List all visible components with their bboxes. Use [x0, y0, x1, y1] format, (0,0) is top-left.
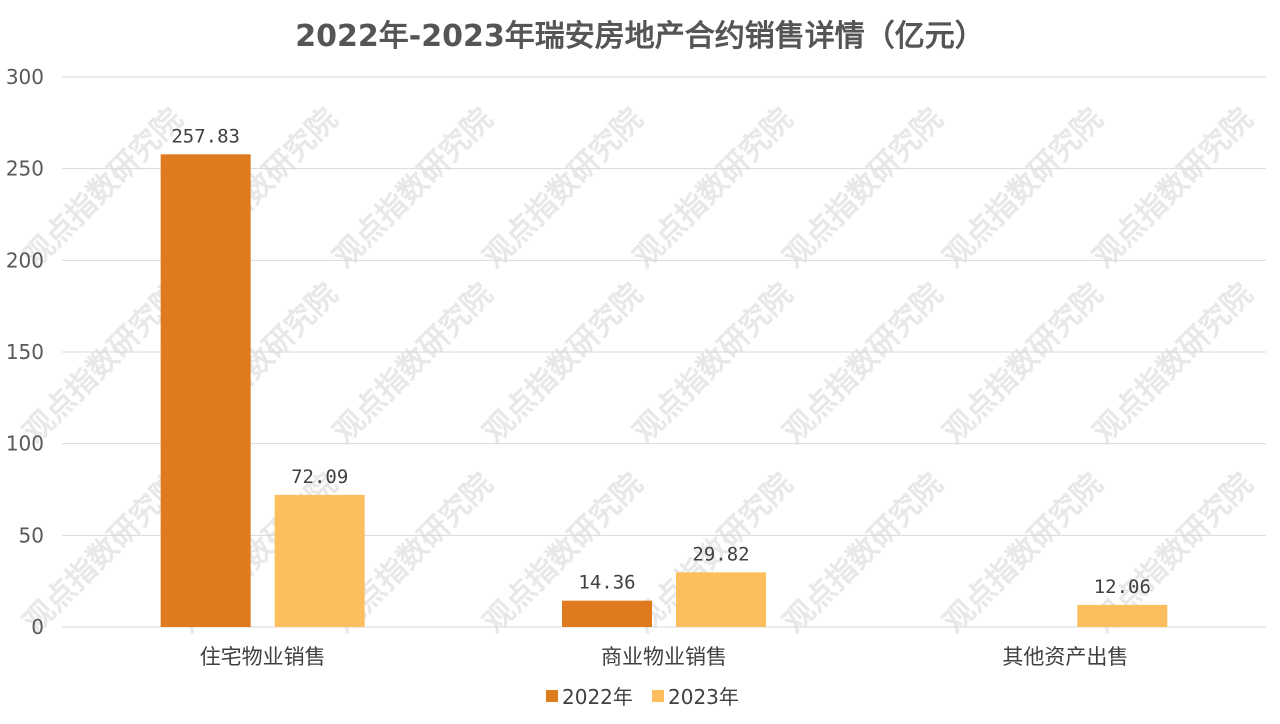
bar-2023 — [274, 494, 365, 627]
legend-swatch — [546, 690, 558, 702]
watermark-text: 观点指数研究院 — [327, 277, 500, 450]
watermark-text: 观点指数研究院 — [937, 277, 1110, 450]
watermark-text: 观点指数研究院 — [627, 277, 800, 450]
bar-2022 — [160, 154, 251, 628]
legend-swatch — [652, 690, 664, 702]
watermark-text: 观点指数研究院 — [937, 102, 1110, 275]
watermark-text: 观点指数研究院 — [1087, 277, 1260, 450]
y-tick-label: 200 — [6, 248, 44, 272]
x-category-label: 商业物业销售 — [601, 645, 727, 669]
watermark-text: 观点指数研究院 — [777, 102, 950, 275]
x-category-label: 住宅物业销售 — [200, 645, 326, 669]
watermark-text: 观点指数研究院 — [777, 467, 950, 640]
y-tick-label: 300 — [6, 65, 44, 89]
x-category-label: 其他资产出售 — [1002, 645, 1128, 669]
y-tick-label: 150 — [6, 340, 44, 364]
watermark-text: 观点指数研究院 — [777, 277, 950, 450]
x-axis-categories: 住宅物业销售 商业物业销售 其他资产出售 — [200, 645, 1129, 669]
watermark-text: 观点指数研究院 — [477, 102, 650, 275]
watermark-text: 观点指数研究院 — [327, 102, 500, 275]
gridlines — [62, 76, 1266, 628]
y-axis-ticks: 0 50 100 150 200 250 300 — [6, 65, 44, 639]
bars — [160, 154, 1168, 628]
y-tick-label: 100 — [6, 432, 44, 456]
legend-label: 2023年 — [668, 685, 739, 709]
y-tick-label: 50 — [19, 523, 44, 547]
bar-2023 — [676, 572, 766, 627]
data-labels: 257.83 72.09 14.36 29.82 12.06 — [171, 125, 1151, 598]
chart-title: 2022年-2023年瑞安房地产合约销售详情（亿元） — [295, 19, 984, 54]
bar-2022 — [562, 600, 652, 627]
watermark-text: 观点指数研究院 — [477, 277, 650, 450]
bar-2023 — [1077, 604, 1168, 627]
legend: 2022年 2023年 — [546, 685, 739, 709]
data-label: 29.82 — [692, 543, 749, 565]
y-tick-label: 0 — [31, 615, 44, 639]
data-label: 14.36 — [578, 572, 635, 594]
data-label: 72.09 — [291, 466, 348, 488]
y-tick-label: 250 — [6, 157, 44, 181]
data-label: 257.83 — [171, 125, 240, 147]
watermark-text: 观点指数研究院 — [1087, 102, 1260, 275]
legend-label: 2022年 — [562, 685, 633, 709]
data-label: 12.06 — [1094, 576, 1151, 598]
watermark-text: 观点指数研究院 — [627, 102, 800, 275]
